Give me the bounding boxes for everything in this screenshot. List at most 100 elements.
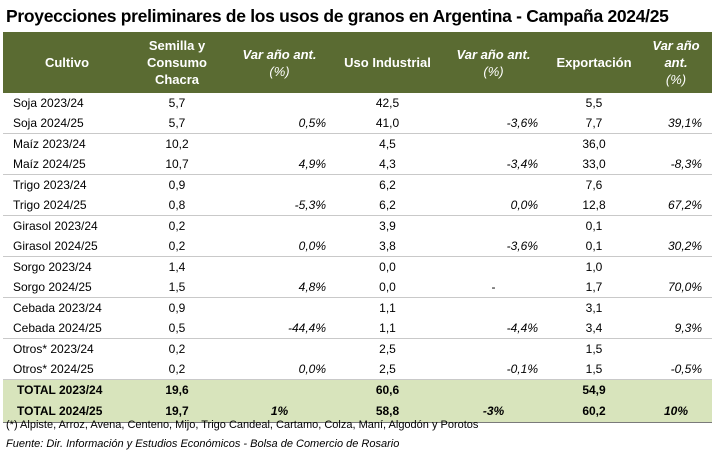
cell-var-semilla: 0,0%: [223, 359, 336, 380]
cell-var-semilla: [223, 298, 336, 319]
header-row: Cultivo Semilla y Consumo Chacra Var año…: [3, 32, 712, 93]
cell-var-exportacion: [640, 134, 712, 155]
cell-var-industrial: -4,4%: [439, 318, 548, 339]
cell-var-semilla: 1%: [223, 401, 336, 423]
cell-semilla: 0,8: [131, 195, 223, 216]
cell-semilla: 0,5: [131, 318, 223, 339]
cell-industrial: 6,2: [336, 195, 439, 216]
cell-var-exportacion: 67,2%: [640, 195, 712, 216]
cell-var-exportacion: 10%: [640, 401, 712, 423]
header-var-semilla-unit: (%): [269, 63, 290, 79]
cell-crop: Otros* 2023/24: [13, 342, 94, 356]
cell-crop: Girasol 2023/24: [13, 219, 98, 233]
cell-var-semilla: [223, 379, 336, 401]
cell-exportacion: 1,5: [585, 342, 603, 356]
header-var-semilla-label: Var año ant.: [242, 46, 317, 62]
cell-var-semilla: [223, 339, 336, 360]
cell-semilla: 0,2: [131, 359, 223, 380]
cell-industrial: 3,8: [336, 236, 439, 257]
cell-var-industrial: -3%: [439, 401, 548, 423]
cell-exportacion: 7,7: [548, 113, 640, 134]
cell-industrial: 42,5: [375, 96, 400, 110]
cell-semilla: 5,7: [168, 96, 186, 110]
cell-var-industrial: -0,1%: [439, 359, 548, 380]
total-row: TOTAL 2023/24 19,6 60,6 54,9: [3, 379, 712, 401]
cell-var-exportacion: [640, 175, 712, 196]
cell-industrial: 0,0: [336, 277, 439, 298]
cell-exportacion: 0,1: [585, 219, 603, 233]
table-row: Maíz 2023/24 10,2 4,5 36,0: [3, 134, 712, 155]
cell-exportacion: 3,1: [585, 301, 603, 315]
cell-semilla: 1,4: [168, 260, 186, 274]
cell-semilla: 5,7: [131, 113, 223, 134]
cell-crop: TOTAL 2024/25: [3, 401, 131, 423]
cell-industrial: 0,0: [379, 260, 396, 274]
table-row: Trigo 2023/24 0,9 6,2 7,6: [3, 175, 712, 196]
header-var-industrial: Var año ant. (%): [439, 32, 548, 93]
cell-var-semilla: [223, 134, 336, 155]
cell-var-exportacion: -0,5%: [640, 359, 712, 380]
footnote: (*) Alpiste, Arroz, Avena, Centeno, Mijo…: [6, 419, 479, 431]
cell-exportacion: 1,0: [585, 260, 603, 274]
cell-var-exportacion: [640, 339, 712, 360]
cell-var-exportacion: 70,0%: [640, 277, 712, 298]
cell-var-semilla: -44,4%: [223, 318, 336, 339]
header-var-semilla: Var año ant. (%): [223, 32, 336, 93]
header-uso-industrial: Uso Industrial: [336, 32, 439, 93]
cell-exportacion: 60,2: [548, 401, 640, 423]
cell-var-semilla: -5,3%: [223, 195, 336, 216]
cell-var-exportacion: 9,3%: [640, 318, 712, 339]
cell-crop: Cebada 2024/25: [3, 318, 131, 339]
cell-semilla: 19,6: [131, 379, 223, 401]
cell-semilla: 1,5: [131, 277, 223, 298]
cell-semilla: 10,2: [165, 137, 189, 151]
table-row: Sorgo 2024/25 1,5 4,8% 0,0-1,7 70,0%: [3, 277, 712, 298]
cell-var-industrial: [439, 93, 548, 113]
cell-semilla: 19,7: [131, 401, 223, 423]
table-row: Soja 2024/25 5,7 0,5% 41,0 -3,6% 7,7 39,1%: [3, 113, 712, 134]
cell-var-semilla: [223, 216, 336, 237]
cell-industrial: 2,5: [336, 359, 439, 380]
cell-crop: TOTAL 2023/24: [3, 379, 131, 401]
cell-var-semilla: 4,9%: [223, 154, 336, 175]
table-row: Sorgo 2023/24 1,4 0,0 1,0: [3, 257, 712, 278]
cell-crop: Sorgo 2024/25: [3, 277, 131, 298]
cell-var-semilla: 0,0%: [223, 236, 336, 257]
cell-industrial: 6,2: [379, 178, 396, 192]
cell-industrial: 41,0: [336, 113, 439, 134]
cell-industrial: 4,3: [336, 154, 439, 175]
cell-crop: Maíz 2024/25: [3, 154, 131, 175]
header-semilla: Semilla y Consumo Chacra: [131, 32, 223, 93]
cell-exportacion: 1,7: [548, 277, 640, 298]
table-body: Soja 2023/24 5,7 42,5 5,5 Soja 2024/25 5,7 0,5…: [3, 93, 712, 423]
header-var-exportacion-unit: (%): [665, 72, 687, 87]
table-row: Trigo 2024/25 0,8 -5,3% 6,2 0,0% 12,8 67,2%: [3, 195, 712, 216]
cell-var-industrial: [439, 298, 548, 319]
header-cultivo: Cultivo: [3, 32, 131, 93]
table-row: Maíz 2024/25 10,7 4,9% 4,3 -3,4% 33,0 -8,3%: [3, 154, 712, 175]
cell-industrial: 2,5: [379, 342, 396, 356]
cell-var-semilla: [223, 175, 336, 196]
total-row: TOTAL 2024/25 19,7 1% 58,8 -3% 60,2 10%: [3, 401, 712, 423]
table-row: Cebada 2024/25 0,5 -44,4% 1,1 -4,4% 3,4 9,3%: [3, 318, 712, 339]
table-row: Otros* 2024/25 0,2 0,0% 2,5 -0,1% 1,5 -0,5%: [3, 359, 712, 380]
cell-crop: Otros* 2024/25: [3, 359, 131, 380]
cell-industrial: 58,8: [336, 401, 439, 423]
cell-crop: Girasol 2024/25: [3, 236, 131, 257]
cell-crop: Cebada 2023/24: [13, 301, 102, 315]
cell-exportacion: 1,5: [548, 359, 640, 380]
header-exportacion: Exportación: [548, 32, 640, 93]
cell-var-semilla: 0,5%: [223, 113, 336, 134]
cell-var-industrial: [439, 339, 548, 360]
cell-var-industrial: -: [439, 277, 548, 298]
cell-var-exportacion: -8,3%: [640, 154, 712, 175]
cell-var-industrial: -3,6%: [439, 236, 548, 257]
cell-var-exportacion: [640, 379, 712, 401]
cell-semilla: 0,2: [168, 219, 186, 233]
cell-semilla: 0,9: [168, 301, 186, 315]
cell-crop: Sorgo 2023/24: [13, 260, 92, 274]
cell-var-exportacion: [640, 93, 712, 113]
cell-exportacion: 3,4: [548, 318, 640, 339]
cell-crop: Soja 2024/25: [3, 113, 131, 134]
grain-usage-table: Cultivo Semilla y Consumo Chacra Var año…: [3, 32, 712, 423]
